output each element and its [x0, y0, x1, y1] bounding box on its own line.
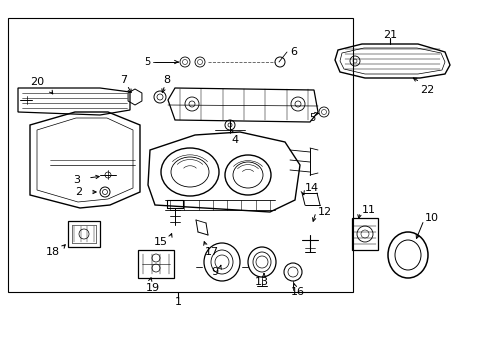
- Text: 11: 11: [361, 205, 375, 215]
- Text: 1: 1: [174, 297, 181, 307]
- Text: 14: 14: [305, 183, 319, 193]
- Text: 10: 10: [424, 213, 438, 223]
- Text: 21: 21: [382, 30, 396, 40]
- Text: 13: 13: [254, 277, 268, 287]
- Bar: [8, 18, 352, 292]
- Text: 8: 8: [163, 75, 170, 85]
- Text: 19: 19: [146, 283, 160, 293]
- Bar: [68, 221, 100, 247]
- Text: 9: 9: [210, 267, 218, 277]
- Bar: [351, 218, 377, 250]
- Text: 18: 18: [46, 247, 60, 257]
- Text: 17: 17: [204, 247, 219, 257]
- Text: 6: 6: [289, 47, 296, 57]
- Text: 3: 3: [73, 175, 80, 185]
- Text: 2: 2: [75, 187, 82, 197]
- Text: 20: 20: [30, 77, 44, 87]
- Text: 15: 15: [154, 237, 168, 247]
- Text: 5: 5: [143, 57, 150, 67]
- Bar: [138, 250, 174, 278]
- Text: 4: 4: [231, 135, 238, 145]
- Text: 22: 22: [419, 85, 433, 95]
- Text: 16: 16: [290, 287, 305, 297]
- Text: 7: 7: [120, 75, 127, 85]
- Text: 12: 12: [317, 207, 331, 217]
- Text: 5: 5: [308, 113, 314, 123]
